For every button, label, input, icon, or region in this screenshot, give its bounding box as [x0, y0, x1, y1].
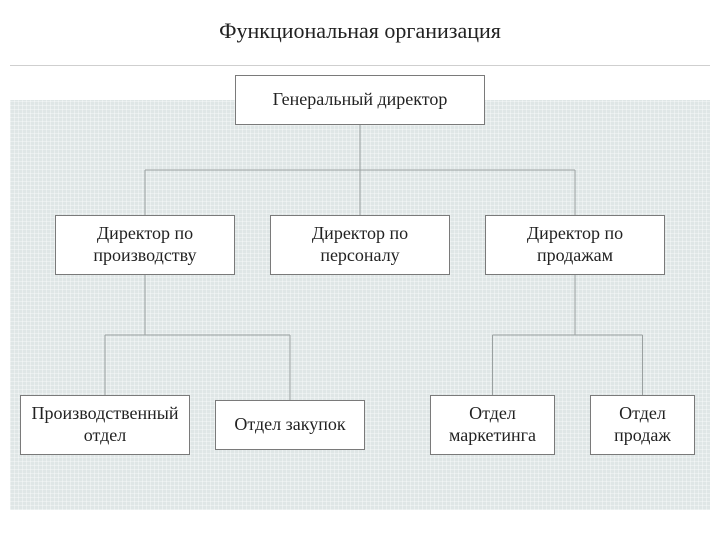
chart-title: Функциональная организация [0, 18, 720, 44]
node-ceo: Генеральный директор [235, 75, 485, 125]
node-label: Отдел маркетинга [437, 403, 548, 446]
node-dept-prod: Производственный отдел [20, 395, 190, 455]
node-dept-mkt: Отдел маркетинга [430, 395, 555, 455]
node-label: Отдел закупок [234, 414, 345, 436]
title-underline [10, 65, 710, 66]
node-label: Производственный отдел [27, 403, 183, 446]
node-dir-hr: Директор по персоналу [270, 215, 450, 275]
node-dir-sales: Директор по продажам [485, 215, 665, 275]
node-dept-sls: Отдел продаж [590, 395, 695, 455]
node-dir-prod: Директор по производству [55, 215, 235, 275]
node-label: Директор по персоналу [277, 223, 443, 266]
node-dept-proc: Отдел закупок [215, 400, 365, 450]
node-label: Отдел продаж [597, 403, 688, 446]
node-label: Генеральный директор [273, 89, 448, 111]
org-chart-canvas: Функциональная организация Генеральный д… [0, 0, 720, 540]
node-label: Директор по продажам [492, 223, 658, 266]
node-label: Директор по производству [62, 223, 228, 266]
